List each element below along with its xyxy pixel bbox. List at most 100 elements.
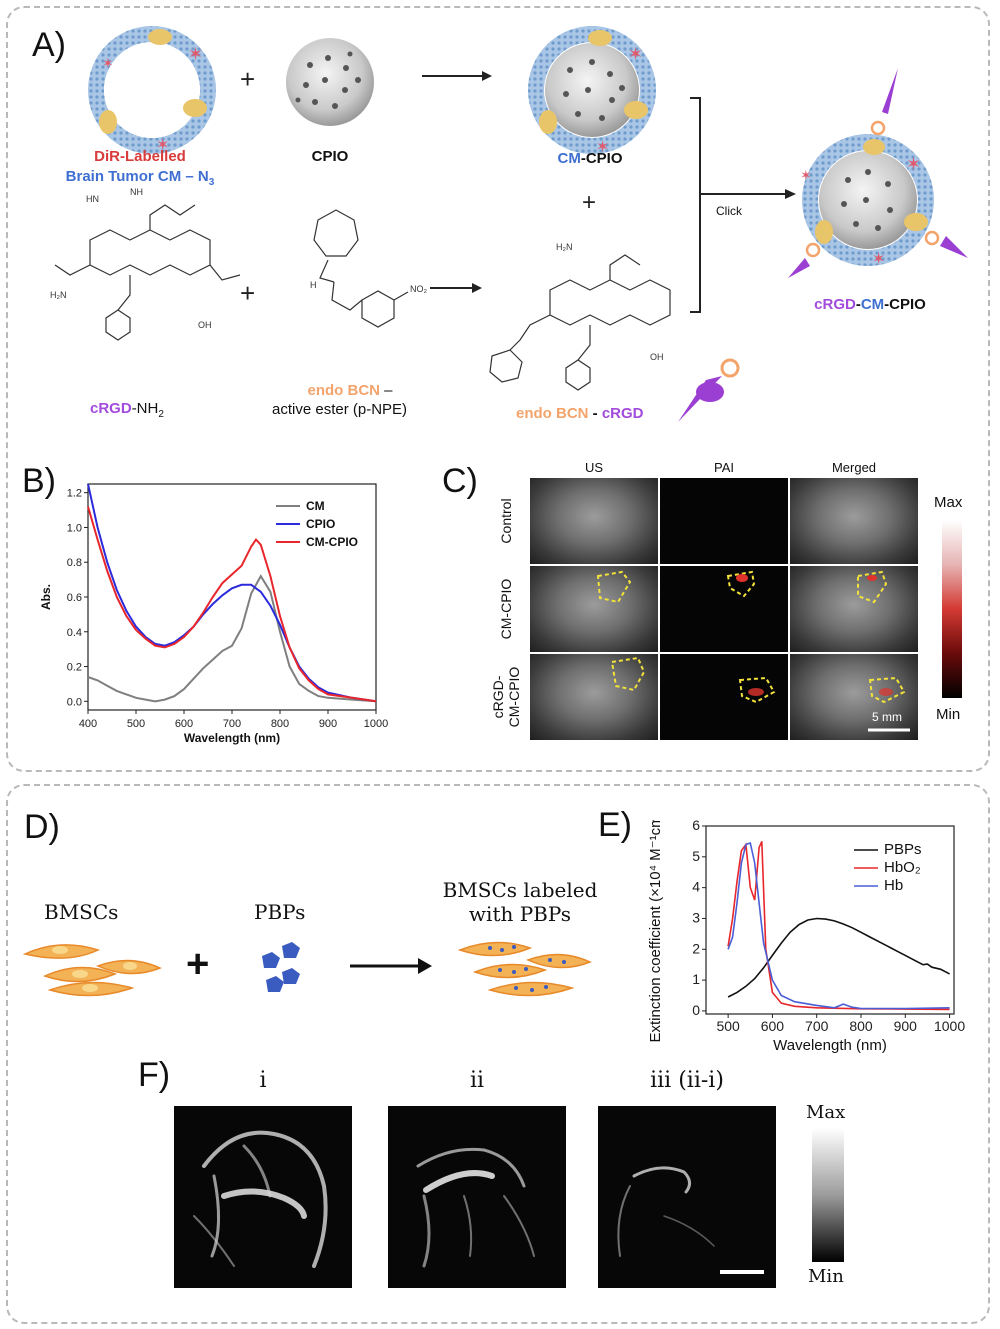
crgd-nh2-label: cRGD-NH2 [90,400,164,420]
svg-text:✶: ✶ [596,139,609,156]
bmscs-label: BMSCs [44,900,119,924]
cm-cpio-particle-icon: ✶ ✶ [528,26,656,156]
click-label: Click [716,204,742,218]
legend-label-2: Hb [884,877,903,894]
column-header-pai: PAI [714,460,734,475]
scale-bar-label: 5 mm [872,710,902,724]
cpio-particle-icon [286,38,374,126]
pai-image-cm-cpio [660,566,788,652]
panel-label-e: E) [598,806,632,844]
series-line-0 [727,917,950,998]
colorbar-f-min-label: Min [808,1266,844,1287]
y-tick-label: 0.0 [67,696,82,708]
crgd-nh2-nh-text: -NH [131,400,159,417]
endo-bcn-structure [313,209,409,328]
y-tick-label: 1.2 [67,488,82,500]
pa-image-ii [388,1106,566,1288]
colorbar-f [812,1128,844,1262]
colorbar-c-max-label: Max [934,494,963,511]
plus-sign-d: + [186,942,210,986]
y-tick-label: 3 [692,909,700,925]
us-image-control [530,478,658,564]
y-tick-label: 6 [692,820,700,833]
x-axis-label: Wavelength (nm) [184,731,280,745]
endo-bcn-crgd-structure [489,254,671,391]
merged-image-crgd-cm-cpio [790,654,918,740]
legend-label-0: PBPs [884,841,922,858]
panel-a-illustration: ✶ ✶ ✶ + ✶ ✶ + [50,26,968,422]
roi-overlays [596,570,910,732]
x-tick-label: 600 [175,718,193,730]
x-tick-label: 400 [79,718,97,730]
final-crgd-text: cRGD [814,296,856,313]
endo-bcn-label: endo BCN – [290,382,410,399]
legend-label-2: CM-CPIO [306,535,358,549]
svg-text:✶: ✶ [156,137,169,154]
y-tick-label: 2 [692,940,700,956]
labeled-line2: with PBPs [468,902,572,926]
svg-text:H₂N: H₂N [50,290,67,300]
cm-cpio-label: CM-CPIO [540,150,640,167]
bmscs-cells-icon [22,944,162,997]
series-line-2 [87,506,377,703]
svg-text:✶: ✶ [800,167,812,183]
svg-text:OH: OH [650,352,664,362]
y-axis-label: Abs. [39,584,53,610]
legend-label-1: CPIO [306,517,335,531]
x-axis-label: Wavelength (nm) [773,1037,887,1054]
merged-image-control [790,478,918,564]
endo-bcn-text: endo BCN [307,382,380,399]
labeled-bmscs-label: BMSCs labeled with PBPs [440,878,600,926]
y-tick-label: 5 [692,848,700,864]
chart-b-absorbance: 400 500 600 700 800 900 1000 0.0 0.2 0.4 0.6 0.8 1.0… [39,483,388,745]
image-label-iii: iii (ii-i) [650,1068,724,1093]
svg-text:✶: ✶ [188,44,203,64]
legend-label-0: CM [306,499,325,513]
panel-f-vessel-overlay [193,1130,764,1274]
us-image-cm-cpio [530,566,658,652]
series-line-0 [87,574,377,703]
n3-subscript: 3 [208,177,215,188]
svg-text:NO₂: NO₂ [410,284,428,294]
x-tick-label: 800 [849,1018,873,1034]
x-tick-label: 700 [805,1018,829,1034]
series-line-2 [727,841,950,1010]
y-tick-label: 0 [692,1002,700,1018]
chart-e-extinction: 500 600 700 800 900 1000 0 1 2 3 4 5 6 Wavelength (nm… [647,820,965,1054]
series-line-1 [87,483,377,703]
svg-text:✶: ✶ [906,154,921,174]
endo-bcn-crgd-dash: - [588,405,602,422]
y-axis-label: Extinction coefficient (×10⁴ M⁻¹cm⁻¹) [647,820,664,1043]
y-tick-label: 1.0 [67,522,82,534]
svg-text:HN: HN [86,194,99,204]
cpio-label: CPIO [311,148,349,165]
y-tick-label: 0.8 [67,557,82,569]
x-tick-label: 900 [894,1018,918,1034]
panel-label-c: C) [442,462,478,500]
x-tick-label: 800 [271,718,289,730]
y-tick-label: 4 [692,879,700,895]
crgd-ligand-icon [678,358,740,422]
svg-text:✶: ✶ [102,55,114,71]
svg-text:H₂N: H₂N [556,242,573,252]
pa-image-i [174,1106,352,1288]
plus-sign-2: + [240,278,255,308]
bottom-panel-frame [6,784,990,1324]
y-tick-label: 0.2 [67,662,82,674]
crgd-cm-cpio-label: cRGD-CM-CPIO [814,296,926,313]
cm-vesicle-icon: ✶ ✶ ✶ [88,26,216,154]
x-tick-label: 1000 [934,1018,965,1034]
crgd-nh2-structure [54,204,241,341]
endo-bcn-crgd-crgd-text: cRGD [601,405,644,422]
plus-sign-3: + [582,189,596,216]
colorbar-f-max-label: Max [806,1102,846,1123]
image-label-ii: ii [469,1068,485,1093]
legend-label-1: HbO₂ [884,859,921,876]
merged-image-cm-cpio [790,566,918,652]
pai-image-control [660,478,788,564]
crgd-cm-cpio-particle-icon: ✶ ✶ ✶ [788,68,968,278]
brain-tumor-text: Brain Tumor CM – N [65,168,209,185]
panel-label-d: D) [24,808,60,846]
svg-text:NH: NH [130,187,143,197]
final-cm-text: CM [860,296,885,313]
